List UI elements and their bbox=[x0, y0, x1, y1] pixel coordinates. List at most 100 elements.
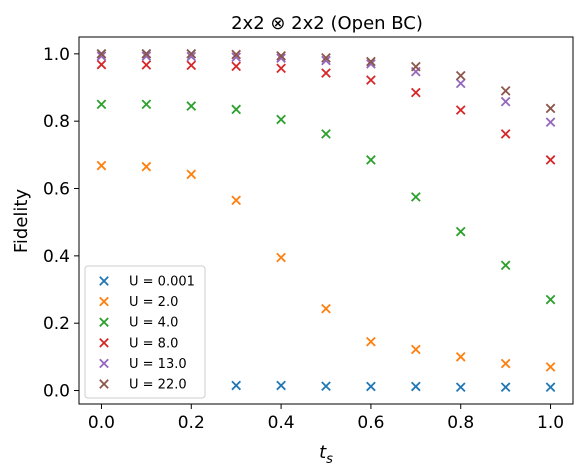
data-point bbox=[500, 96, 511, 107]
data-point bbox=[276, 63, 286, 74]
data-point bbox=[231, 49, 242, 60]
data-point bbox=[455, 352, 466, 362]
data-point bbox=[141, 48, 152, 59]
x-tick-label: 0.4 bbox=[268, 413, 295, 433]
legend-entry-label: U = 22.0 bbox=[129, 378, 187, 393]
x-tick-label: 0.2 bbox=[178, 413, 205, 433]
x-axis-ticks: 0.0 0.2 0.4 0.6 0.8 1.0 bbox=[88, 404, 564, 433]
data-point bbox=[410, 87, 421, 98]
data-point bbox=[410, 61, 421, 72]
data-point bbox=[321, 53, 331, 63]
data-point bbox=[366, 381, 376, 392]
x-axis-label-main: t bbox=[319, 442, 327, 463]
y-axis-ticks: 0.0 0.2 0.4 0.6 0.8 1.0 bbox=[43, 45, 79, 402]
data-point bbox=[321, 129, 331, 139]
data-point bbox=[141, 99, 152, 110]
data-point bbox=[231, 61, 242, 72]
data-point bbox=[366, 155, 376, 165]
legend-frame bbox=[84, 265, 206, 399]
data-point bbox=[545, 103, 556, 114]
chart-title: 2x2 ⊗ 2x2 (Open BC) bbox=[231, 13, 423, 34]
data-point bbox=[500, 129, 511, 139]
data-point bbox=[410, 344, 421, 355]
data-point bbox=[321, 55, 331, 66]
data-point bbox=[96, 99, 107, 110]
data-point bbox=[141, 51, 152, 62]
x-tick-label: 0.6 bbox=[357, 413, 384, 433]
data-point bbox=[186, 60, 197, 71]
data-point bbox=[321, 68, 331, 78]
x-tick-label: 0.8 bbox=[447, 413, 474, 433]
data-point bbox=[366, 59, 376, 69]
data-point bbox=[410, 192, 421, 202]
legend-entry-label: U = 2.0 bbox=[129, 295, 178, 310]
y-tick-label: 0.4 bbox=[43, 247, 70, 267]
data-point bbox=[96, 59, 107, 70]
y-tick-label: 0.2 bbox=[43, 314, 70, 334]
data-point bbox=[141, 60, 152, 70]
data-point bbox=[455, 382, 466, 393]
series-2 bbox=[96, 99, 556, 305]
x-axis-label: ts bbox=[319, 442, 333, 467]
data-point bbox=[96, 48, 107, 59]
series-5 bbox=[96, 48, 556, 114]
data-point bbox=[366, 56, 376, 67]
data-point bbox=[500, 382, 511, 393]
data-point bbox=[455, 78, 466, 89]
series-4 bbox=[96, 51, 556, 128]
data-point bbox=[231, 104, 242, 115]
series-layer bbox=[96, 48, 556, 393]
data-point bbox=[545, 155, 556, 165]
data-point bbox=[186, 101, 197, 111]
data-point bbox=[321, 303, 331, 314]
data-point bbox=[545, 362, 556, 372]
y-tick-label: 0.6 bbox=[43, 180, 70, 200]
data-point bbox=[366, 336, 376, 347]
data-point bbox=[231, 52, 242, 63]
data-point bbox=[545, 117, 556, 128]
data-point bbox=[500, 86, 511, 96]
y-tick-label: 0.8 bbox=[43, 112, 70, 132]
data-point bbox=[410, 381, 421, 392]
data-point bbox=[276, 51, 286, 61]
data-point bbox=[96, 160, 107, 171]
x-axis-label-subscript: s bbox=[326, 452, 333, 467]
legend-marker bbox=[99, 317, 109, 328]
data-point bbox=[500, 260, 511, 271]
legend-entry-label: U = 13.0 bbox=[129, 357, 187, 372]
data-point bbox=[276, 53, 286, 64]
data-point bbox=[231, 380, 242, 391]
data-point bbox=[455, 70, 466, 81]
data-point bbox=[321, 381, 331, 391]
legend-marker bbox=[99, 337, 109, 348]
x-tick-label: 1.0 bbox=[537, 413, 564, 433]
data-point bbox=[141, 161, 152, 172]
data-point bbox=[276, 380, 286, 391]
data-point bbox=[500, 358, 511, 369]
legend-entry-label: U = 8.0 bbox=[129, 336, 178, 351]
legend-entry-label: U = 0.001 bbox=[129, 275, 195, 290]
legend-entry-label: U = 4.0 bbox=[129, 316, 178, 331]
x-tick-label: 0.0 bbox=[88, 413, 115, 433]
y-tick-label: 0.0 bbox=[43, 382, 70, 402]
legend-marker bbox=[99, 276, 109, 286]
plot-frame bbox=[78, 36, 574, 405]
y-tick-label: 1.0 bbox=[43, 45, 70, 65]
data-point bbox=[186, 48, 197, 59]
data-point bbox=[545, 382, 556, 393]
data-point bbox=[96, 51, 107, 62]
data-point bbox=[186, 51, 197, 62]
data-point bbox=[276, 114, 286, 125]
plot-area: 0.0 0.2 0.4 0.6 0.8 1.0 0.0 0.2 0.4 0.6 0.8 1.0 bbox=[43, 36, 574, 433]
data-point bbox=[366, 75, 376, 85]
data-point bbox=[545, 294, 556, 305]
data-point bbox=[455, 105, 466, 115]
data-point bbox=[186, 169, 197, 180]
data-point bbox=[276, 252, 286, 263]
series-1 bbox=[96, 160, 556, 372]
legend-marker bbox=[99, 296, 109, 307]
legend-marker bbox=[99, 358, 109, 369]
legend: U = 0.001 U = 2.0 U = 4.0 U = 8.0 U = 13.0 U … bbox=[84, 265, 206, 399]
y-axis-label: Fidelity bbox=[11, 189, 32, 254]
